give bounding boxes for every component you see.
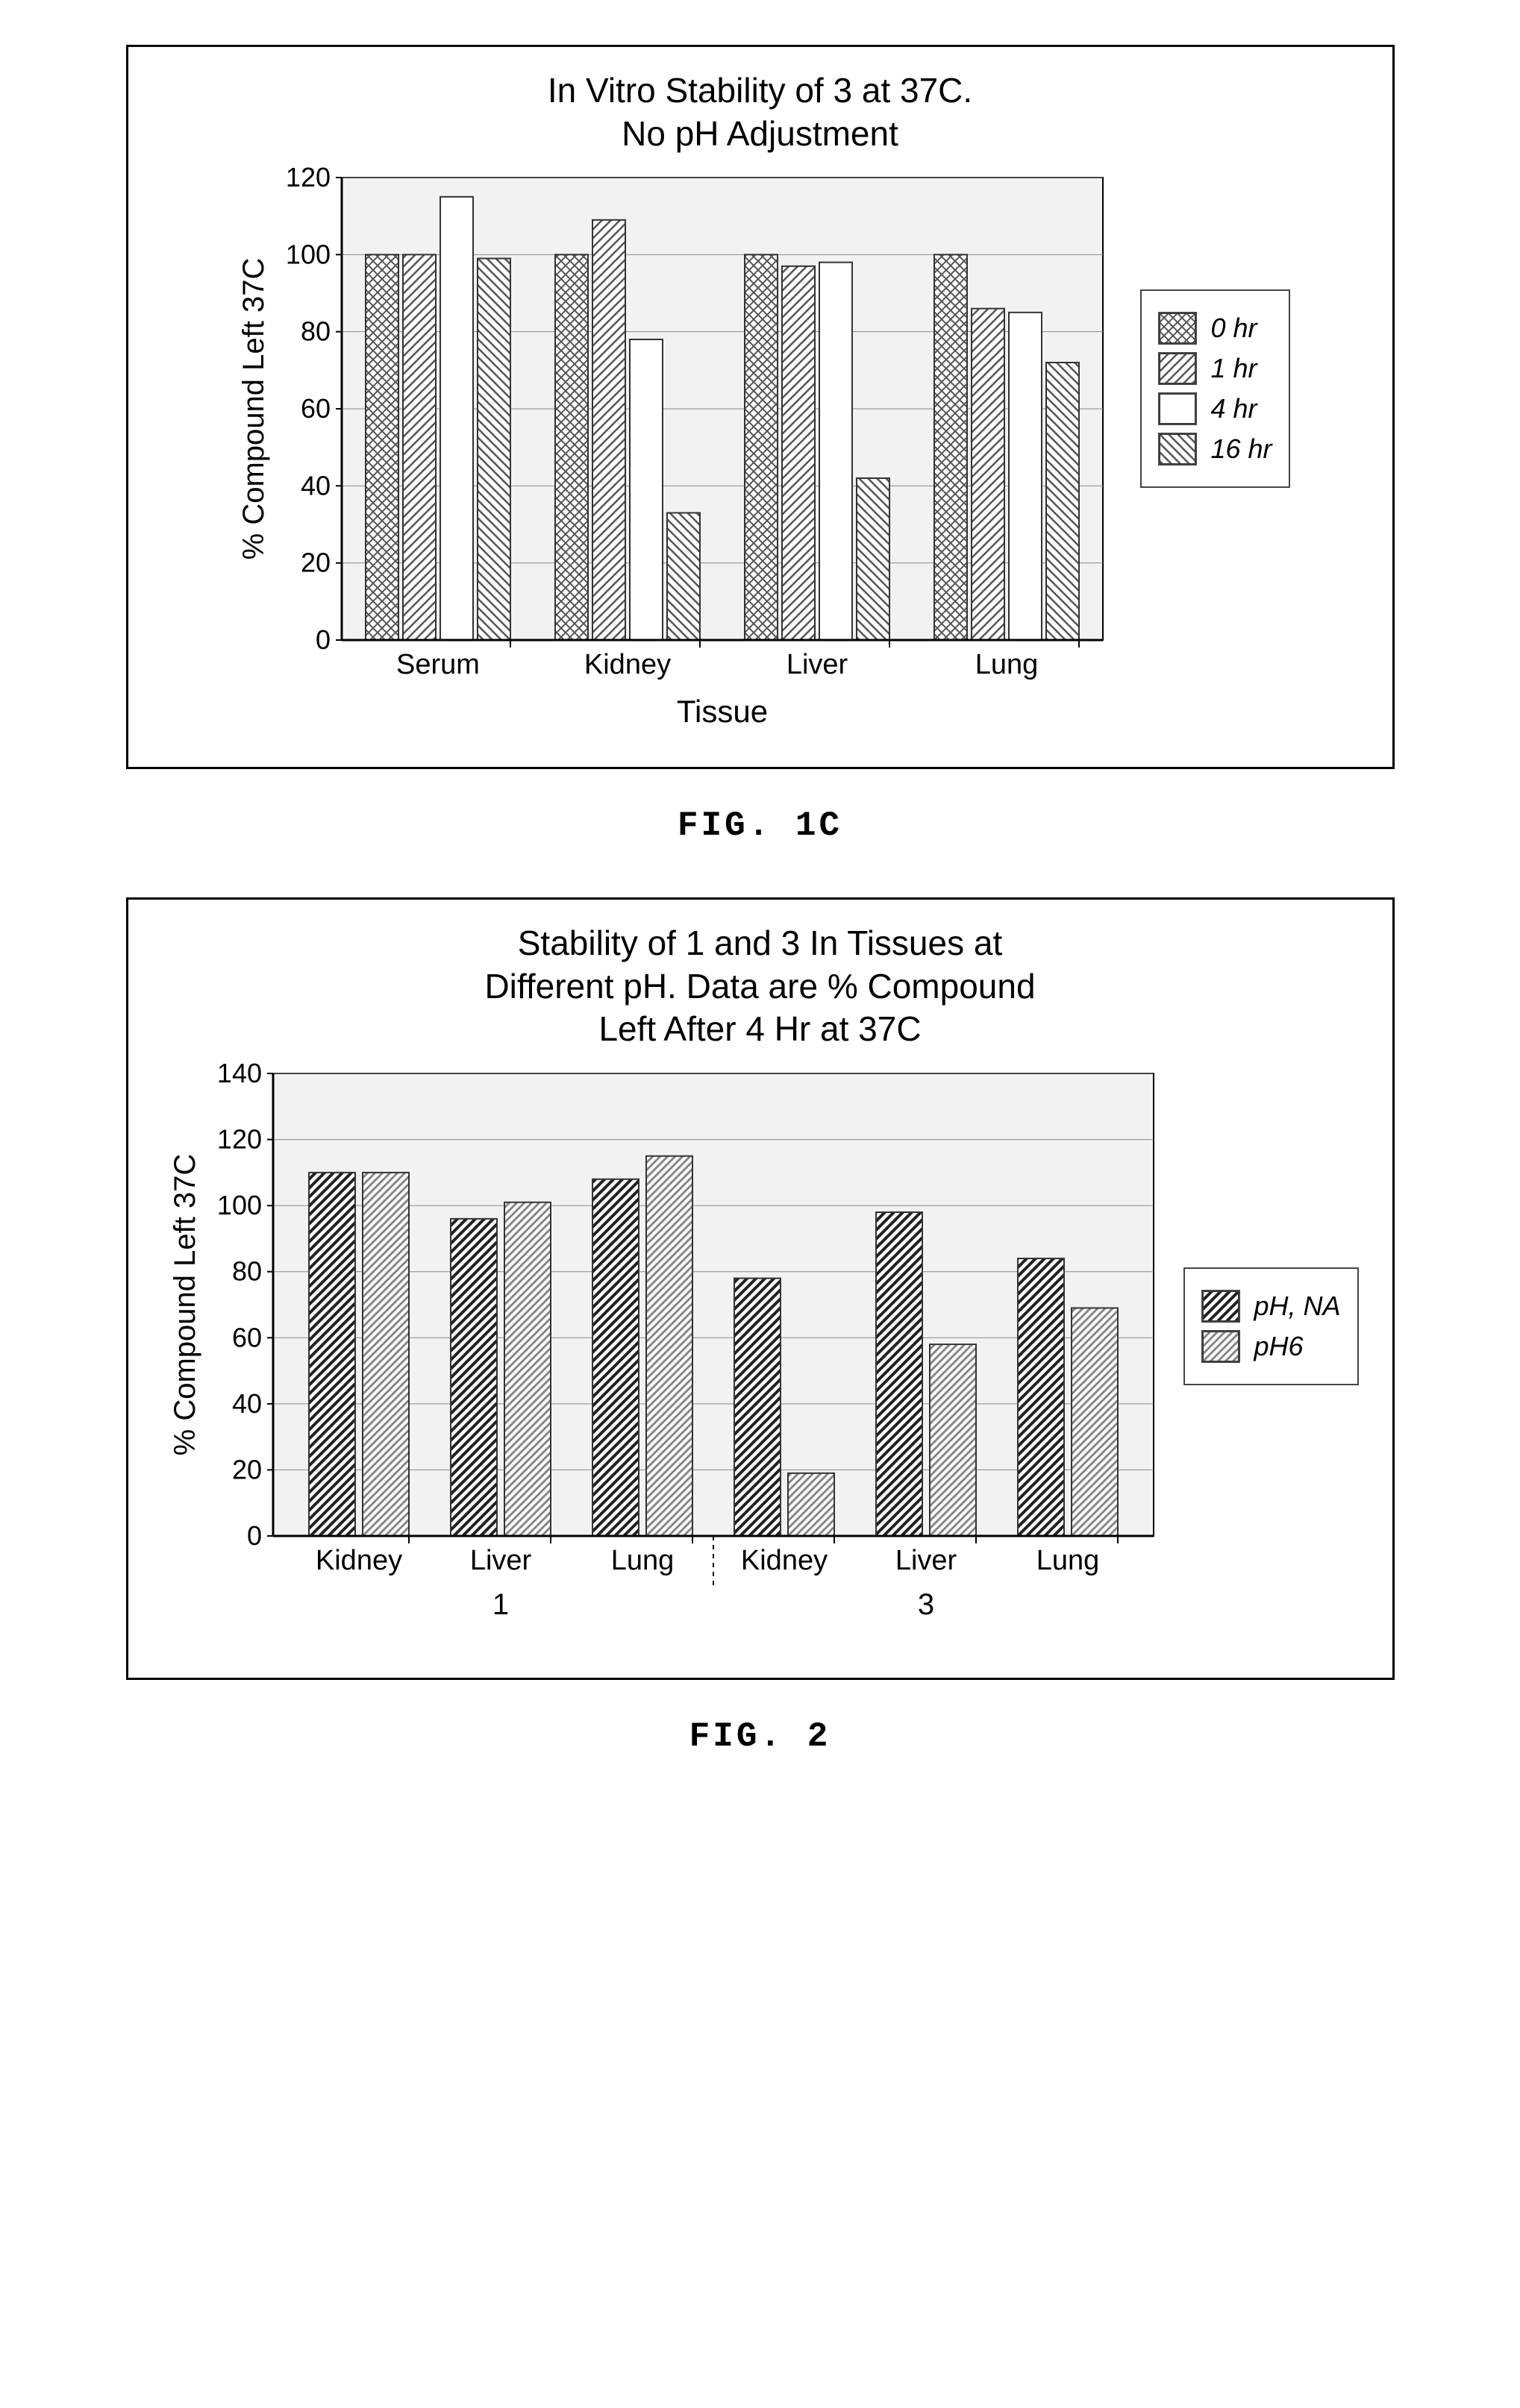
bar [667,513,700,641]
bar [934,254,967,640]
fig1c-title-line2: No pH Adjustment [622,114,898,153]
fig2-chart: 0 20 40 60 80 100 120 140 % Compound Left 37C Kid… [161,1059,1169,1655]
legend-item: 16 hr [1158,433,1272,465]
svg-text:120: 120 [217,1123,262,1154]
svg-text:80: 80 [232,1255,262,1286]
legend-label: 16 hr [1210,433,1272,465]
bar [857,478,889,640]
legend-label: pH, NA [1254,1291,1340,1322]
bar [440,197,473,640]
bar [504,1202,551,1535]
fig1c-box: In Vitro Stability of 3 at 37C. No pH Ad… [126,45,1395,769]
svg-text:Kidney: Kidney [584,649,671,680]
svg-text:100: 100 [217,1190,262,1220]
bar [819,263,852,640]
bar [972,309,1004,640]
fig2-box: Stability of 1 and 3 In Tissues at Diffe… [126,897,1395,1680]
legend-swatch [1201,1330,1240,1363]
fig2-title: Stability of 1 and 3 In Tissues at Diffe… [158,922,1363,1051]
bar [1018,1258,1064,1536]
svg-text:% Compound Left 37C: % Compound Left 37C [169,1153,201,1455]
bar [630,339,663,640]
svg-text:60: 60 [232,1322,262,1352]
legend-swatch [1158,352,1197,385]
svg-text:40: 40 [232,1388,262,1418]
svg-text:Tissue: Tissue [677,694,768,729]
legend-label: pH6 [1254,1331,1303,1362]
svg-text:1: 1 [492,1588,509,1621]
fig2-title-line1: Stability of 1 and 3 In Tissues at [518,924,1002,962]
bar [1072,1308,1118,1536]
legend-label: 4 hr [1210,393,1257,424]
bar [782,266,815,640]
bar [403,254,436,640]
bar [555,254,588,640]
svg-text:120: 120 [286,163,331,192]
legend-swatch [1158,392,1197,425]
svg-text:80: 80 [301,316,331,347]
legend-item: 0 hr [1158,312,1272,345]
legend-swatch [1201,1290,1240,1323]
svg-text:Serum: Serum [397,649,481,680]
svg-text:20: 20 [301,548,331,578]
svg-text:20: 20 [232,1454,262,1484]
svg-text:0: 0 [316,624,331,655]
legend-swatch [1158,433,1197,465]
bar [930,1344,976,1536]
svg-text:Kidney: Kidney [316,1545,402,1576]
svg-text:40: 40 [301,470,331,501]
fig2-legend: pH, NA pH6 [1183,1267,1358,1385]
legend-label: 0 hr [1210,313,1257,344]
bar [451,1218,497,1535]
fig1c-chart: 0 20 40 60 80 100 120 % Compound Left 37C Serum K… [230,163,1118,744]
fig2-label: FIG. 2 [75,1717,1445,1756]
legend-item: pH6 [1201,1330,1340,1363]
bar [309,1172,355,1535]
svg-text:140: 140 [217,1059,262,1088]
bar [363,1172,409,1535]
legend-swatch [1158,312,1197,345]
svg-text:Liver: Liver [895,1545,957,1576]
bar [1009,313,1042,640]
legend-label: 1 hr [1210,353,1257,384]
bar [876,1212,922,1536]
bar [1046,363,1079,640]
svg-text:Lung: Lung [1036,1545,1100,1576]
bar [366,254,398,640]
svg-text:Lung: Lung [975,649,1039,680]
bar [788,1473,834,1535]
fig2-title-line3: Left After 4 Hr at 37C [598,1009,921,1048]
bar [745,254,778,640]
fig1c-title-line1: In Vitro Stability of 3 at 37C. [548,71,972,110]
legend-item: 1 hr [1158,352,1272,385]
svg-text:100: 100 [286,239,331,269]
svg-text:% Compound Left 37C: % Compound Left 37C [237,258,270,560]
bar [646,1156,692,1535]
svg-text:Kidney: Kidney [741,1545,828,1576]
bar [592,220,625,640]
svg-text:Liver: Liver [786,649,848,680]
legend-item: 4 hr [1158,392,1272,425]
svg-text:60: 60 [301,393,331,424]
svg-text:3: 3 [918,1588,934,1621]
bar [478,259,510,641]
bar [592,1179,639,1535]
fig1c-title: In Vitro Stability of 3 at 37C. No pH Ad… [158,69,1363,155]
svg-text:Liver: Liver [470,1545,532,1576]
svg-text:0: 0 [247,1520,262,1551]
bar [734,1278,781,1535]
legend-item: pH, NA [1201,1290,1340,1323]
fig2-title-line2: Different pH. Data are % Compound [484,967,1035,1006]
svg-text:Lung: Lung [611,1545,675,1576]
fig1c-legend: 0 hr 1 hr 4 hr 16 hr [1140,289,1289,488]
fig1c-label: FIG. 1C [75,806,1445,845]
